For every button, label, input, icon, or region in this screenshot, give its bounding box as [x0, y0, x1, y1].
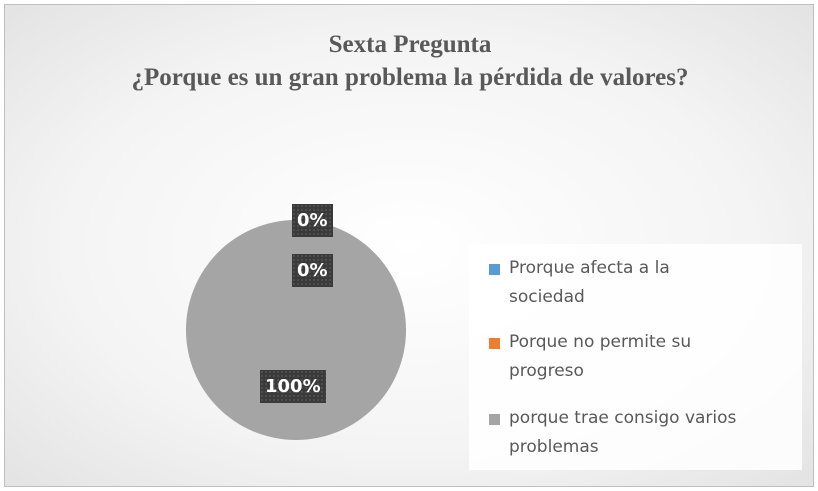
data-label: 0%: [292, 254, 333, 287]
legend-swatch: [489, 338, 500, 349]
legend-label: Porque no permite su progreso: [509, 332, 692, 381]
legend-swatch: [489, 414, 500, 425]
legend-label: Prorque afecta a la sociedad: [509, 258, 670, 307]
title-line: Sexta Pregunta: [328, 31, 492, 58]
legend-label: porque trae consigo varios problemas: [509, 408, 737, 457]
data-label: 0%: [292, 204, 333, 237]
legend-item: Porque no permite su progreso: [489, 328, 739, 386]
chart-title: Sexta Pregunta ¿Porque es un gran proble…: [130, 28, 690, 94]
pie-slice: [185, 219, 407, 440]
legend-item: porque trae consigo varios problemas: [489, 404, 809, 462]
data-label: 100%: [260, 370, 326, 403]
legend: Prorque afecta a la sociedad Porque no pe…: [469, 244, 802, 470]
legend-item: Prorque afecta a la sociedad: [489, 254, 739, 312]
legend-swatch: [489, 264, 500, 275]
title-line: ¿Porque es un gran problema la pérdida d…: [131, 64, 689, 91]
